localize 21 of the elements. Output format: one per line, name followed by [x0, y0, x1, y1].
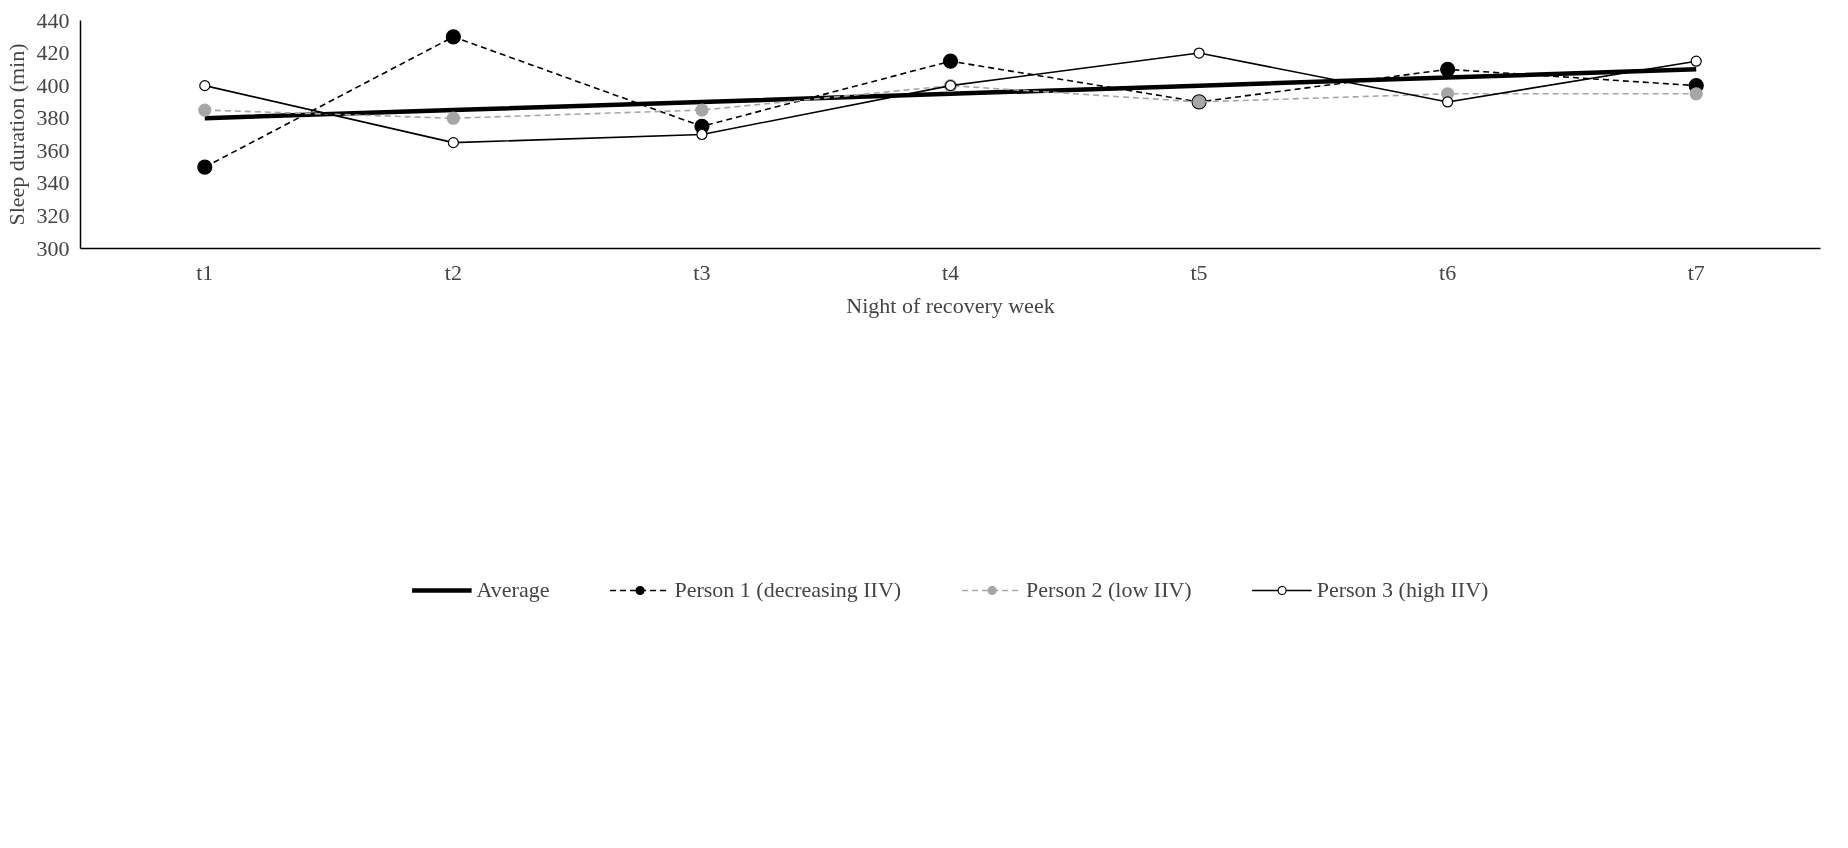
y-tick-label: 400: [36, 72, 70, 98]
x-tick-label: t6: [1439, 259, 1457, 285]
y-tick-label: 320: [36, 202, 70, 228]
x-tick-label: t5: [1190, 259, 1208, 285]
y-tick-label: 440: [36, 7, 70, 33]
x-tick-label: t7: [1687, 259, 1705, 285]
x-axis-title: Night of recovery week: [846, 292, 1055, 318]
x-tick-label: t2: [444, 259, 462, 285]
y-tick-label: 420: [36, 40, 70, 66]
legend-label: Person 3 (high IIV): [1316, 577, 1489, 603]
y-tick-label: 360: [36, 137, 70, 163]
legend-label: Person 1 (decreasing IIV): [674, 577, 902, 603]
x-tick-label: t1: [196, 259, 214, 285]
legend-label: Average: [476, 577, 550, 603]
x-tick-label: t3: [693, 259, 711, 285]
y-tick-label: 340: [36, 170, 70, 196]
y-tick-label: 300: [36, 235, 70, 261]
y-axis-title: Sleep duration (min): [3, 43, 29, 226]
y-tick-label: 380: [36, 105, 70, 131]
x-tick-label: t4: [941, 259, 960, 285]
legend-label: Person 2 (low IIV): [1026, 577, 1192, 603]
